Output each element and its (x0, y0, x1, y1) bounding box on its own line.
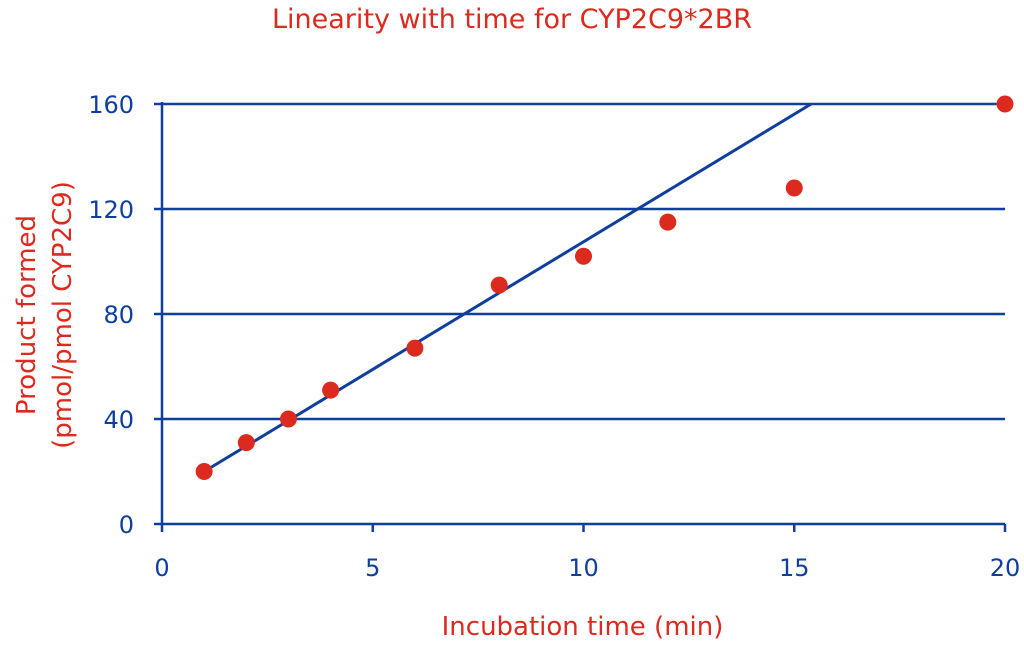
y-axis-label-line1: Product formed (12, 214, 42, 416)
y-tick-label: 160 (88, 91, 134, 119)
x-axis-label: Incubation time (min) (441, 612, 724, 642)
chart-title: Linearity with time for CYP2C9*2BR (271, 4, 753, 35)
axes (154, 102, 1007, 532)
x-tick-label: 10 (568, 554, 599, 582)
data-point (575, 247, 592, 265)
y-tick-label: 120 (88, 196, 134, 224)
data-point (406, 339, 424, 357)
data-point (237, 434, 255, 452)
y-tick-label: 40 (103, 406, 134, 434)
y-tick-label: 0 (119, 511, 134, 539)
data-point (195, 463, 213, 480)
fit-line-group (203, 102, 812, 473)
x-tick-label: 20 (990, 554, 1021, 582)
y-tick-labels: 0 40 80 120 160 (88, 91, 134, 539)
data-point (322, 381, 340, 399)
y-axis-label-line2: (pmol/pmol CYP2C9) (48, 181, 78, 449)
data-point (785, 179, 803, 197)
data-points (195, 95, 1014, 480)
gridlines (162, 102, 1005, 421)
data-point (659, 213, 677, 231)
x-tick-label: 0 (154, 554, 169, 582)
data-point (279, 410, 297, 428)
y-tick-label: 80 (103, 301, 134, 329)
x-tick-label: 5 (365, 554, 380, 582)
data-point (490, 276, 508, 294)
x-tick-label: 15 (779, 554, 810, 582)
fit-line (203, 102, 812, 473)
data-point (996, 95, 1014, 113)
x-tick-labels: 0 5 10 15 20 (154, 554, 1020, 582)
y-axis-label: Product formed (pmol/pmol CYP2C9) (9, 75, 81, 555)
